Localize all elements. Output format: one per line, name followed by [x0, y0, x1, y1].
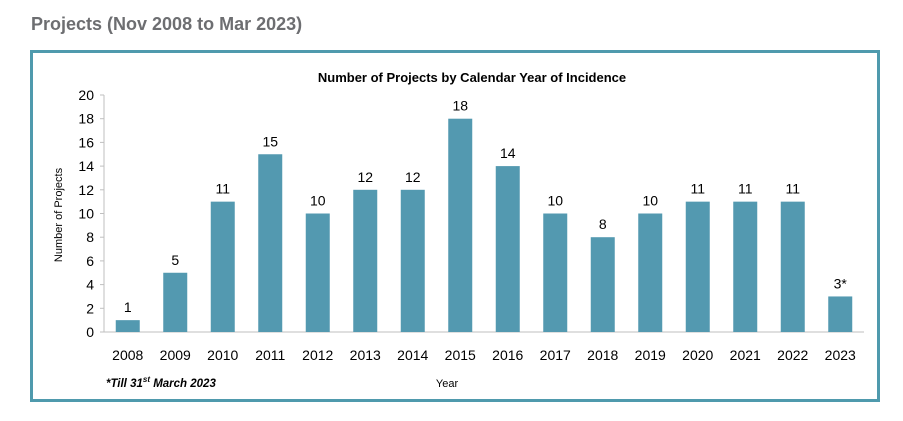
bar	[210, 201, 235, 332]
bar	[163, 272, 188, 332]
data-label: 10	[547, 193, 563, 209]
chart-frame	[30, 50, 880, 402]
footnote-suffix: March 2023	[150, 378, 216, 390]
x-tick-label: 2010	[207, 347, 238, 363]
y-tick-label: 2	[86, 300, 94, 316]
y-tick-label: 0	[86, 324, 94, 340]
bar	[258, 154, 283, 332]
footnote-prefix: *Till 31	[106, 378, 143, 390]
y-tick-label: 16	[78, 134, 94, 150]
x-tick-label: 2012	[302, 347, 333, 363]
y-tick-label: 20	[78, 87, 94, 103]
y-tick-label: 18	[78, 111, 94, 127]
data-label: 10	[642, 193, 658, 209]
y-tick-label: 8	[86, 229, 94, 245]
bar	[733, 201, 758, 332]
y-tick-label: 6	[86, 253, 94, 269]
bar	[638, 213, 663, 332]
x-tick-label: 2013	[350, 347, 381, 363]
bar	[495, 166, 520, 332]
data-label: 5	[171, 252, 179, 268]
bar	[685, 201, 710, 332]
data-label: 11	[738, 181, 753, 197]
data-label: 12	[357, 169, 373, 185]
bar	[353, 189, 378, 332]
data-label: 18	[452, 98, 468, 114]
x-tick-label: 2020	[682, 347, 713, 363]
x-tick-label: 2008	[112, 347, 143, 363]
x-tick-label: 2011	[255, 347, 285, 363]
chart-title: Number of Projects by Calendar Year of I…	[318, 70, 626, 85]
y-tick-label: 12	[78, 182, 94, 198]
x-tick-label: 2023	[825, 347, 856, 363]
y-tick-label: 10	[78, 206, 94, 222]
bar	[543, 213, 568, 332]
y-tick-label: 14	[78, 158, 94, 174]
plot-area: 0 2 4 6 8 10 12 14 16 18 20 1 2008 5 2009 11 2010 15 2011 1…	[78, 87, 864, 363]
x-tick-label: 2009	[160, 347, 191, 363]
bar	[305, 213, 330, 332]
x-axis-label: Year	[436, 378, 459, 390]
x-tick-label: 2021	[730, 347, 761, 363]
data-label: 1	[124, 299, 132, 315]
footnote-superscript: st	[143, 375, 150, 384]
data-label: 12	[405, 169, 421, 185]
x-tick-label: 2018	[587, 347, 618, 363]
data-label: 11	[690, 181, 705, 197]
footnote: *Till 31st March 2023	[106, 375, 216, 390]
x-tick-label: 2017	[540, 347, 571, 363]
bar	[400, 189, 425, 332]
y-tick-label: 4	[86, 277, 94, 293]
x-tick-label: 2014	[397, 347, 428, 363]
data-label: 15	[262, 133, 278, 149]
data-label: 14	[500, 145, 516, 161]
data-label: 10	[310, 193, 326, 209]
bar	[448, 118, 473, 332]
x-tick-label: 2016	[492, 347, 523, 363]
bar	[115, 320, 140, 332]
x-tick-label: 2022	[777, 347, 808, 363]
data-label: 8	[599, 216, 607, 232]
x-tick-label: 2019	[635, 347, 666, 363]
bar	[780, 201, 805, 332]
data-label: 11	[785, 181, 800, 197]
page-heading: Projects (Nov 2008 to Mar 2023)	[31, 14, 303, 34]
data-label: 11	[215, 181, 230, 197]
data-label: 3*	[834, 275, 848, 291]
bar	[590, 237, 615, 332]
x-tick-label: 2015	[445, 347, 476, 363]
y-axis-label: Number of Projects	[53, 167, 65, 262]
bar	[828, 296, 853, 332]
